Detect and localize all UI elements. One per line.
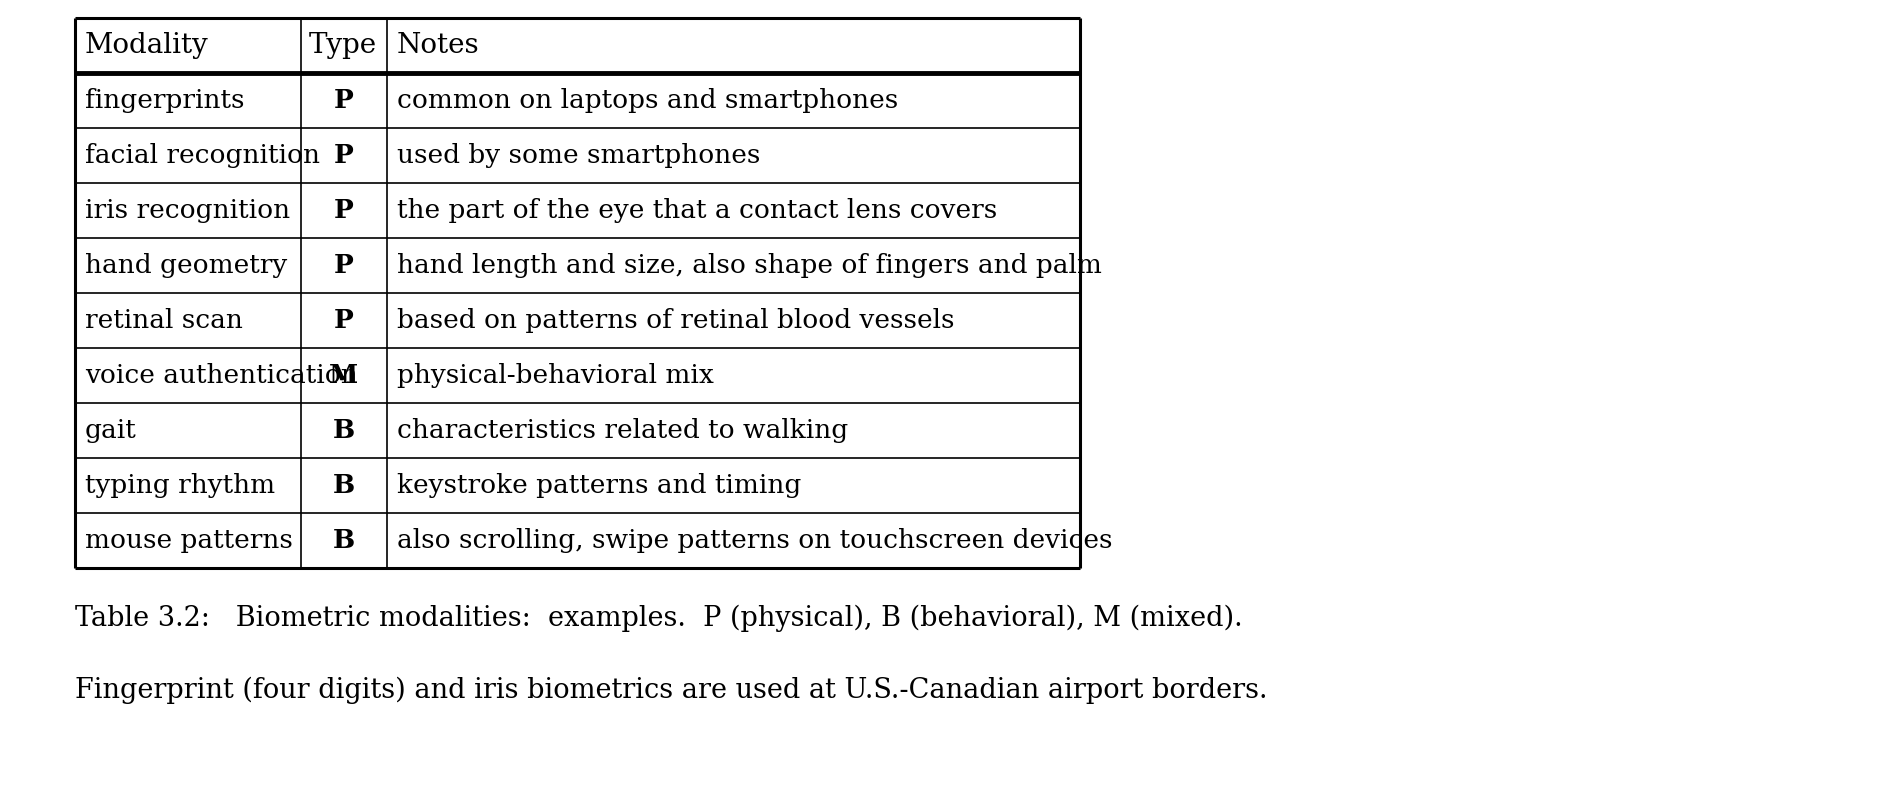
Text: fingerprints: fingerprints (85, 88, 245, 113)
Text: Modality: Modality (85, 32, 209, 59)
Text: keystroke patterns and timing: keystroke patterns and timing (397, 473, 802, 498)
Text: characteristics related to walking: characteristics related to walking (397, 418, 847, 443)
Text: B: B (333, 473, 356, 498)
Text: P: P (333, 253, 354, 278)
Text: B: B (333, 418, 356, 443)
Text: voice authentication: voice authentication (85, 363, 358, 388)
Text: hand length and size, also shape of fingers and palm: hand length and size, also shape of fing… (397, 253, 1101, 278)
Text: retinal scan: retinal scan (85, 308, 243, 333)
Text: hand geometry: hand geometry (85, 253, 288, 278)
Text: facial recognition: facial recognition (85, 143, 320, 168)
Text: M: M (329, 363, 358, 388)
Text: iris recognition: iris recognition (85, 198, 290, 223)
Text: P: P (333, 198, 354, 223)
Text: the part of the eye that a contact lens covers: the part of the eye that a contact lens … (397, 198, 997, 223)
Text: based on patterns of retinal blood vessels: based on patterns of retinal blood vesse… (397, 308, 954, 333)
Text: Fingerprint (four digits) and iris biometrics are used at U.S.-Canadian airport : Fingerprint (four digits) and iris biome… (75, 676, 1267, 704)
Text: typing rhythm: typing rhythm (85, 473, 275, 498)
Text: Table 3.2:   Biometric modalities:  examples.  P (physical), B (behavioral), M (: Table 3.2: Biometric modalities: example… (75, 604, 1242, 632)
Text: gait: gait (85, 418, 137, 443)
Text: P: P (333, 308, 354, 333)
Text: Type: Type (309, 32, 376, 59)
Text: common on laptops and smartphones: common on laptops and smartphones (397, 88, 898, 113)
Text: mouse patterns: mouse patterns (85, 528, 294, 553)
Text: used by some smartphones: used by some smartphones (397, 143, 760, 168)
Text: physical-behavioral mix: physical-behavioral mix (397, 363, 713, 388)
Text: P: P (333, 143, 354, 168)
Text: also scrolling, swipe patterns on touchscreen devices: also scrolling, swipe patterns on touchs… (397, 528, 1112, 553)
Text: Notes: Notes (397, 32, 480, 59)
Text: P: P (333, 88, 354, 113)
Text: B: B (333, 528, 356, 553)
